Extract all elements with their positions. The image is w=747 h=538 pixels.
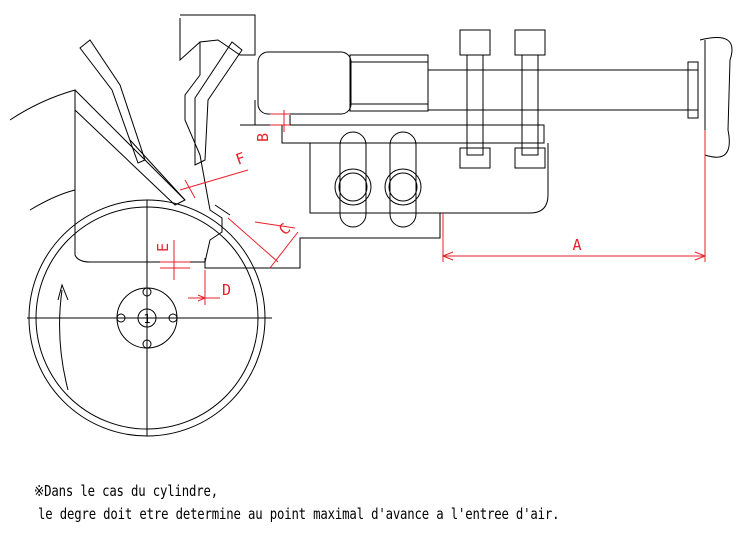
dimension-a-label: A (572, 236, 581, 254)
dimension-b (270, 110, 290, 132)
dimension-c-label: C (275, 220, 294, 239)
dimension-e-label: E (154, 243, 172, 252)
blade-arm (75, 40, 185, 205)
housing-outline (10, 90, 205, 262)
dimension-f (180, 170, 248, 198)
note-line-2: le degre doit etre determine au point ma… (38, 505, 559, 523)
note-line-1: ※Dans le cas du cylindre, (34, 482, 218, 500)
cylinder-number: 1 (143, 312, 150, 326)
dimension-b-label: B (254, 133, 272, 142)
dimension-f-label: F (233, 149, 248, 169)
bracket (180, 15, 255, 262)
dimension-d-label: D (222, 281, 231, 299)
dimension-d (188, 270, 220, 305)
vertical-bolts (460, 30, 545, 168)
